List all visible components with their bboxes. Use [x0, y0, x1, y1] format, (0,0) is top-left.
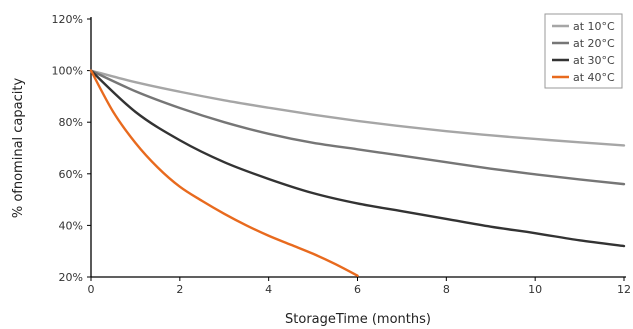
series-layer — [89, 69, 626, 277]
axes: 0 2 4 6 8 10 12 20% 40% 60% 80% 100% 120% — [52, 13, 631, 296]
series-line — [89, 69, 626, 147]
x-axis-title: StorageTime (months) — [285, 312, 431, 327]
legend-label: at 40°C — [573, 71, 615, 84]
y-tick-label: 120% — [52, 13, 83, 26]
legend-label: at 10°C — [573, 20, 615, 33]
series-line — [89, 69, 359, 277]
x-tick-label: 2 — [176, 283, 183, 296]
y-tick-label: 100% — [52, 65, 83, 78]
y-tick-label: 20% — [59, 271, 83, 284]
series-line — [89, 69, 626, 248]
legend: at 10°C at 20°C at 30°C at 40°C — [544, 13, 623, 89]
x-tick-label: 4 — [265, 283, 272, 296]
series-line — [89, 69, 626, 186]
y-tick-label: 40% — [59, 219, 83, 232]
legend-label: at 30°C — [573, 54, 615, 67]
y-axis-title: % ofnominal capacity — [11, 78, 26, 219]
y-tick-label: 60% — [59, 168, 83, 181]
legend-box — [544, 13, 623, 89]
x-tick-label: 0 — [88, 283, 95, 296]
x-tick-label: 8 — [443, 283, 450, 296]
x-tick-label: 10 — [528, 283, 542, 296]
x-tick-label: 6 — [354, 283, 361, 296]
x-tick-label: 12 — [617, 283, 631, 296]
legend-label: at 20°C — [573, 37, 615, 50]
y-tick-label: 80% — [59, 116, 83, 129]
